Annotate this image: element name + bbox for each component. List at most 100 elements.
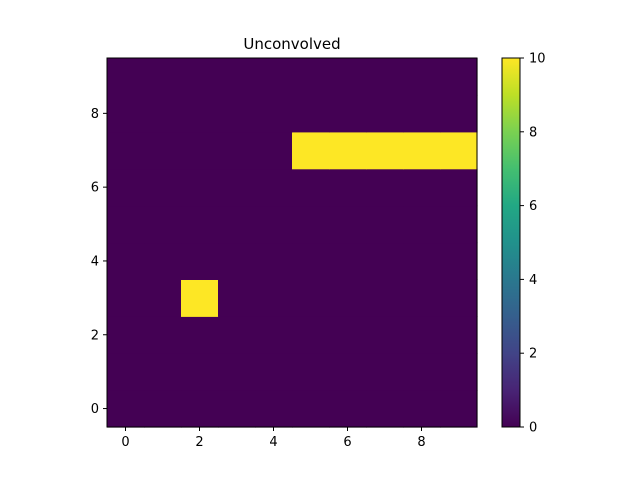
heatmap-cell [403,279,441,317]
heatmap-cell [403,94,441,133]
heatmap-cell [181,316,219,354]
heatmap-cell [329,58,367,96]
heatmap-cell [255,168,293,207]
heatmap-cell [218,168,256,207]
heatmap-cell [403,390,441,428]
heatmap-cell [181,279,219,317]
colorbar-tick-label: 2 [529,347,537,362]
heatmap-cell [255,353,293,391]
heatmap-cell [440,242,478,280]
heatmap-cell [329,205,367,244]
heatmap-cell [366,168,404,207]
y-tick-label: 0 [91,402,99,417]
colorbar-tick-label: 8 [529,125,537,140]
heatmap-cell [255,94,293,133]
heatmap-cell [440,205,478,244]
heatmap-cell [107,94,145,133]
x-tick-label: 4 [269,435,277,450]
heatmap-cell [366,390,404,428]
heatmap-cell [366,353,404,391]
heatmap-cell [107,58,145,96]
heatmap-cell [181,242,219,280]
heatmap-cell [255,58,293,96]
heatmap-cell [218,205,256,244]
heatmap-cell [107,316,145,354]
heatmap-cell [107,279,145,317]
heatmap-cell [292,131,330,170]
heatmap-cell [292,94,330,133]
heatmap-cell [403,353,441,391]
heatmap-cell [181,131,219,170]
heatmap-cell [403,242,441,280]
heatmap-cell [255,279,293,317]
heatmap-cell [181,168,219,207]
heatmap-cell [292,168,330,207]
heatmap-cell [366,94,404,133]
heatmap-cell [107,168,145,207]
heatmap-cell [440,131,478,170]
heatmap-cell [403,205,441,244]
heatmap-cell [107,205,145,244]
heatmap-cell [440,168,478,207]
heatmap-cell [366,316,404,354]
heatmap-cell [218,353,256,391]
x-tick-label: 6 [343,435,351,450]
heatmap-cell [218,279,256,317]
heatmap-cell [255,242,293,280]
heatmap-cell [366,58,404,96]
y-axis: 0 2 4 6 8 [91,107,107,417]
heatmap-cell [181,205,219,244]
heatmap-cell [440,353,478,391]
y-tick-label: 4 [91,254,99,269]
heatmap-cell [107,242,145,280]
heatmap-cell [440,94,478,133]
heatmap-cell [144,279,182,317]
heatmap-cell [255,390,293,428]
x-tick-label: 2 [195,435,203,450]
y-tick-label: 8 [91,107,99,122]
y-tick-label: 2 [91,328,99,343]
heatmap-cell [181,353,219,391]
heatmap-cell [403,58,441,96]
chart-title: Unconvolved [243,35,340,53]
heatmap-cell [255,316,293,354]
heatmap-cell [255,131,293,170]
colorbar-tick-label: 10 [529,52,546,67]
heatmap-cell [292,353,330,391]
heatmap-cell [181,390,219,428]
heatmap-cell [403,168,441,207]
heatmap-cell [218,131,256,170]
y-tick-label: 6 [91,181,99,196]
colorbar [502,58,520,427]
heatmap-cell [144,58,182,96]
heatmap-cell [366,279,404,317]
colorbar-tick-label: 0 [529,421,537,436]
heatmap-cell [218,242,256,280]
heatmap-grid [107,58,478,428]
heatmap-cell [403,316,441,354]
colorbar-tick-label: 6 [529,199,537,214]
heatmap-cell [440,390,478,428]
heatmap-cell [144,353,182,391]
heatmap-cell [366,242,404,280]
heatmap-cell [107,353,145,391]
heatmap-cell [329,242,367,280]
heatmap-cell [144,131,182,170]
heatmap-cell [255,205,293,244]
heatmap-cell [329,94,367,133]
heatmap-cell [329,131,367,170]
heatmap-cell [292,390,330,428]
heatmap-cell [366,205,404,244]
colorbar-axis: 0 2 4 6 8 10 [520,52,546,436]
heatmap-cell [329,353,367,391]
heatmap-cell [292,205,330,244]
heatmap-cell [292,279,330,317]
heatmap-cell [181,58,219,96]
plot-frame [106,57,478,428]
heatmap-cell [329,168,367,207]
heatmap-cell [107,390,145,428]
heatmap-cell [292,316,330,354]
heatmap-cell [440,279,478,317]
heatmap-cell [144,94,182,133]
x-axis: 0 2 4 6 8 [121,427,426,450]
